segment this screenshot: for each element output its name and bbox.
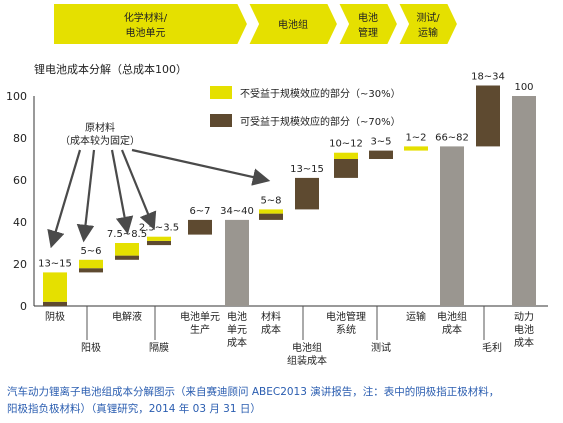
annotation-text: 原材料	[85, 121, 115, 134]
x-category-label: 电池	[514, 323, 534, 336]
bar-14-total	[512, 96, 536, 306]
bar-11-fixed	[404, 146, 428, 151]
y-tick-label: 40	[13, 216, 27, 229]
bar-7-scalable	[259, 213, 283, 220]
x-category-label: 电池管理	[326, 310, 366, 323]
x-category-label: 电解液	[112, 310, 142, 323]
bar-7-fixed	[259, 209, 283, 214]
annotation-arrow-2	[76, 149, 96, 243]
x-category-label: 电池组	[292, 341, 322, 354]
bar-3-scalable	[115, 255, 139, 260]
bar-value-label: 66~82	[435, 132, 469, 143]
bar-2-scalable	[79, 268, 103, 273]
legend-label-1: 不受益于规模效应的部分（~30%）	[240, 87, 401, 100]
legend-swatch-1	[210, 86, 232, 99]
bar-13-scalable	[476, 85, 500, 147]
y-tick-label: 20	[13, 258, 27, 271]
legend-label-2: 可受益于规模效应的部分（~70%）	[240, 115, 401, 128]
x-category-label: 运输	[406, 310, 426, 323]
bar-value-label: 7.5~8.5	[107, 229, 147, 240]
annotation-arrow-5	[131, 148, 271, 186]
bar-5-scalable	[188, 219, 212, 235]
x-category-label: 组装成本	[287, 354, 327, 367]
phase-arrow-1	[52, 2, 250, 46]
y-tick-label: 60	[13, 174, 27, 187]
phase-label: 管理	[358, 26, 378, 39]
bar-value-label: 10~12	[329, 139, 363, 150]
bar-value-label: 5~6	[80, 246, 101, 257]
bar-value-label: 1~2	[405, 132, 426, 143]
bar-4-fixed	[147, 236, 171, 241]
phase-arrow-3	[336, 1, 400, 46]
annotation-arrow-3	[110, 149, 134, 235]
x-category-label: 单元	[227, 324, 247, 336]
bar-9-fixed	[334, 152, 358, 159]
bar-1-scalable	[43, 301, 67, 306]
bar-1-fixed	[43, 272, 67, 302]
x-category-label: 测试	[371, 341, 391, 354]
x-category-label: 电池组	[437, 310, 467, 323]
bar-value-label: 6~7	[189, 206, 210, 217]
x-category-label: 动力	[514, 310, 534, 323]
phase-label: 电池单元	[126, 26, 166, 39]
phase-label: 电池	[358, 11, 378, 24]
bar-8-scalable	[295, 177, 319, 210]
bar-12-total	[440, 146, 464, 306]
bar-value-label: 13~15	[290, 164, 324, 175]
x-category-label: 成本	[514, 336, 534, 349]
bar-value-label: 5~8	[260, 195, 281, 206]
x-category-label: 阳极	[81, 341, 101, 354]
bar-value-label: 34~40	[220, 206, 254, 217]
bar-4-scalable	[147, 240, 171, 246]
annotation-text: （成本较为固定）	[60, 134, 140, 147]
bar-3-fixed	[115, 243, 139, 256]
x-category-label: 生产	[190, 323, 210, 336]
y-tick-label: 0	[20, 300, 27, 313]
caption-line-1: 汽车动力锂离子电池组成本分解图示（来自赛迪顾问 ABEC2013 演讲报告，注：…	[7, 386, 500, 398]
x-category-label: 隔膜	[149, 342, 169, 354]
caption-line-2: 阳极指负极材料）（真锂研究，2014 年 03 月 31 日）	[7, 403, 261, 415]
x-category-label: 成本	[442, 323, 462, 336]
x-category-label: 电池单元	[180, 310, 220, 323]
x-category-label: 电池	[227, 310, 247, 323]
bar-2-fixed	[79, 259, 103, 269]
annotation-arrow-1	[47, 149, 82, 249]
bar-6-total	[225, 219, 249, 306]
phase-label: 运输	[418, 26, 438, 39]
bar-value-label: 100	[514, 82, 533, 93]
chart-title: 锂电池成本分解（总成本100）	[34, 62, 187, 76]
phase-label: 电池组	[278, 18, 308, 31]
x-category-label: 毛利	[482, 342, 502, 354]
phase-label: 化学材料/	[124, 11, 168, 24]
y-tick-label: 100	[6, 90, 27, 103]
x-category-label: 成本	[227, 336, 247, 349]
bar-10-scalable	[369, 150, 393, 159]
x-category-label: 材料	[261, 310, 281, 323]
figure-caption: 汽车动力锂离子电池组成本分解图示（来自赛迪顾问 ABEC2013 演讲报告，注：…	[7, 384, 559, 418]
cost-breakdown-chart: 化学材料/电池单元电池组电池管理测试/运输锂电池成本分解（总成本100）不受益于…	[6, 1, 548, 367]
legend-swatch-2	[210, 114, 232, 127]
x-category-label: 阴极	[45, 310, 65, 323]
phase-arrow-4	[396, 1, 460, 46]
bar-value-label: 2.5~3.5	[139, 223, 179, 234]
x-category-label: 系统	[336, 323, 356, 336]
phase-arrow-2	[246, 1, 340, 46]
x-category-label: 成本	[261, 323, 281, 336]
bar-value-label: 3~5	[370, 137, 391, 148]
bar-value-label: 13~15	[38, 258, 72, 269]
y-tick-label: 80	[13, 132, 27, 145]
annotation-arrow-4	[120, 149, 157, 231]
bar-9-scalable	[334, 159, 358, 178]
bar-value-label: 18~34	[471, 72, 505, 83]
phase-label: 测试/	[416, 11, 440, 24]
